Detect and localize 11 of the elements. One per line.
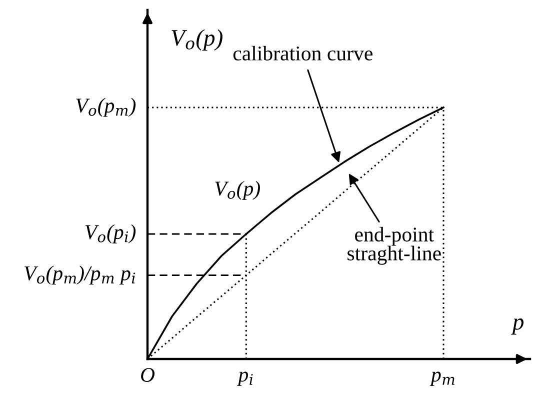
- x-tick-label: p$_{i}$: [237, 372, 253, 386]
- series-label: V$_{o}$(p): [215, 180, 260, 200]
- x-axis-title: p: [511, 318, 524, 335]
- x-tick-label: p$_{m}$: [430, 372, 454, 386]
- annotation: V$_{o}$(p$_{m}$)/p$_{m}$ p$_{i}$: [24, 266, 136, 285]
- text: calibration curve: [233, 46, 372, 61]
- annotation: V$_{o}$(p$_{m}$): [76, 98, 136, 117]
- annotation: V$_{o}$(p$_{i}$): [85, 224, 136, 244]
- y-axis-title: V$_{o}$(p): [172, 29, 222, 51]
- annotation: end-point straght-line: [348, 226, 441, 265]
- x-tick-label: O: [141, 368, 155, 382]
